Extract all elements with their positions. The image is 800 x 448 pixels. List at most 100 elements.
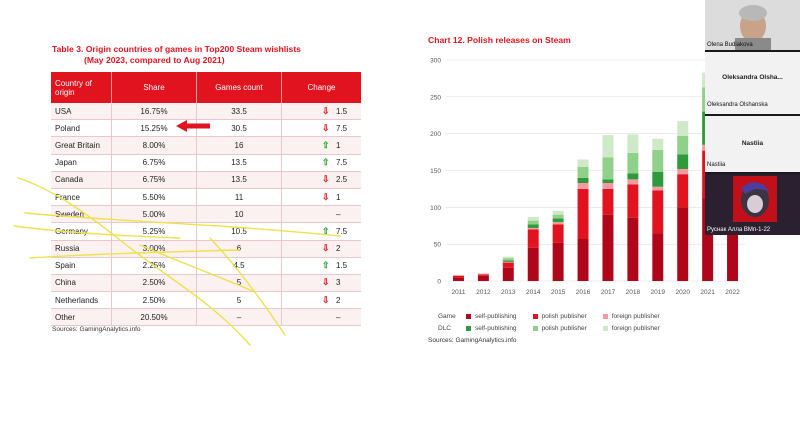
participant-tile[interactable]: Nastiia Nastiia	[705, 116, 800, 172]
participants-panel[interactable]: Olena Budiakova Oleksandra Olsha... Olek…	[705, 0, 800, 235]
arrow-up-icon: ⇧	[322, 260, 330, 271]
x-tick-label: 2018	[626, 289, 641, 296]
bar-segment	[627, 173, 639, 180]
country-cell: Germany	[51, 222, 112, 241]
share-cell: 5.50%	[111, 188, 197, 207]
country-cell: Sweden	[51, 205, 112, 224]
legend-item: self-publishing	[466, 325, 517, 332]
bar-segment	[552, 214, 564, 219]
change-value: 1.5	[336, 106, 348, 116]
bar-segment	[627, 152, 639, 174]
share-cell: 6.75%	[111, 154, 197, 172]
share-cell: 2.25%	[111, 257, 197, 275]
y-tick-label: 0	[437, 279, 441, 286]
country-cell: Canada	[51, 171, 112, 189]
share-cell: 5.25%	[111, 222, 197, 241]
bar-segment	[702, 198, 714, 281]
change-value: 7.5	[336, 123, 348, 133]
x-tick-label: 2014	[526, 289, 541, 296]
change-cell: ⇧ 7.5	[281, 154, 361, 172]
y-tick-label: 100	[430, 205, 441, 212]
country-cell: France	[51, 188, 112, 207]
legend-swatch	[466, 313, 471, 319]
games-count-cell: 6	[196, 240, 282, 258]
legend-swatch	[466, 325, 471, 331]
table-row: France 5.50% 11 ⇩ 1	[51, 188, 361, 207]
change-cell: ⇩ 1	[281, 188, 361, 207]
country-cell: USA	[51, 103, 112, 121]
bar-segment	[477, 274, 489, 276]
y-tick-label: 250	[430, 94, 441, 101]
change-cell: –	[281, 308, 361, 327]
games-count-cell: 13.5	[196, 154, 282, 172]
bar-segment	[577, 166, 589, 178]
legend-item: foreign publisher	[602, 312, 660, 320]
table-title: Table 3. Origin countries of games in To…	[52, 44, 301, 66]
legend-game-label: Game	[438, 312, 456, 320]
bar-segment	[602, 157, 614, 180]
games-count-cell: 13.5	[196, 171, 282, 189]
legend-item-label: polish publisher	[541, 312, 587, 320]
bar-segment	[727, 222, 739, 281]
table-row: China 2.50% 5 ⇩ 3	[51, 274, 361, 293]
y-tick-label: 200	[430, 131, 441, 138]
bar-segment	[527, 229, 539, 248]
participant-name: Nastiia	[707, 162, 726, 168]
legend-swatch	[532, 313, 538, 319]
participant-tile[interactable]: Olena Budiakova	[705, 0, 800, 50]
bar-segment	[577, 188, 589, 240]
share-cell: 3.00%	[111, 240, 197, 258]
x-tick-label: 2017	[601, 289, 616, 296]
arrow-down-icon: ⇩	[322, 105, 330, 116]
share-cell: 5.00%	[111, 205, 197, 224]
table-row: Russia 3.00% 6 ⇩ 2	[51, 240, 361, 258]
change-value: –	[336, 312, 341, 322]
participant-name: Olena Budiakova	[707, 42, 753, 48]
participant-tile[interactable]: Oleksandra Olsha... Oleksandra Olshanska	[705, 52, 800, 114]
table-row: Poland 15.25% 30.5 ⇩ 7.5	[51, 119, 361, 138]
country-cell: Japan	[51, 154, 112, 172]
arrow-up-icon: ⇧	[322, 139, 330, 150]
chart-sources: Sources: GamingAnalytics.info	[428, 337, 517, 344]
bar-segment	[502, 260, 514, 262]
bar-segment	[652, 190, 664, 234]
participant-tile[interactable]: Руснак Алла ВМп-1-22	[705, 174, 800, 235]
y-tick-label: 50	[434, 242, 442, 249]
legend-item-label: self-publishing	[475, 324, 517, 332]
bar-segment	[602, 135, 614, 158]
bar-segment	[477, 273, 489, 275]
bar-segment	[577, 177, 589, 184]
change-cell: ⇩ 2	[281, 240, 361, 258]
legend-item: foreign publisher	[602, 325, 660, 332]
legend-item-label: foreign publisher	[611, 312, 660, 320]
table-title-line1: Table 3. Origin countries of games in To…	[52, 44, 301, 54]
share-cell: 6.75%	[111, 171, 197, 189]
bar-segment	[677, 174, 689, 208]
legend-item-label: polish publisher	[541, 324, 587, 332]
bar-segment	[577, 183, 589, 189]
change-cell: –	[281, 205, 361, 224]
games-count-cell: 10	[196, 205, 282, 224]
bar-segment	[552, 218, 564, 223]
header-games-count: Games count	[196, 72, 282, 103]
share-cell: 2.50%	[111, 274, 197, 293]
bar-segment	[627, 134, 639, 153]
bar-segment	[552, 211, 564, 215]
bar-segment	[577, 159, 589, 167]
change-value: 1.5	[336, 261, 348, 271]
table-title-line2: (May 2023, compared to Aug 2021)	[84, 55, 225, 65]
change-value: –	[336, 209, 341, 219]
legend-dlc-label: DLC	[438, 324, 452, 332]
participant-avatar-image	[705, 174, 800, 235]
table-row: Great Britain 8.00% 16 ⇧ 1	[51, 136, 361, 155]
bar-segment	[577, 239, 589, 281]
share-cell: 20.50%	[111, 308, 197, 327]
change-value: 1	[336, 140, 341, 150]
bar-segment	[527, 224, 539, 228]
legend-row-dlc: DLC self-publishing polish publisher for…	[438, 322, 676, 334]
change-value: 7.5	[336, 158, 348, 168]
legend-swatch	[602, 325, 608, 331]
y-tick-label: 300	[430, 58, 441, 65]
country-cell: Netherlands	[51, 291, 112, 310]
change-cell: ⇩ 7.5	[281, 119, 361, 138]
